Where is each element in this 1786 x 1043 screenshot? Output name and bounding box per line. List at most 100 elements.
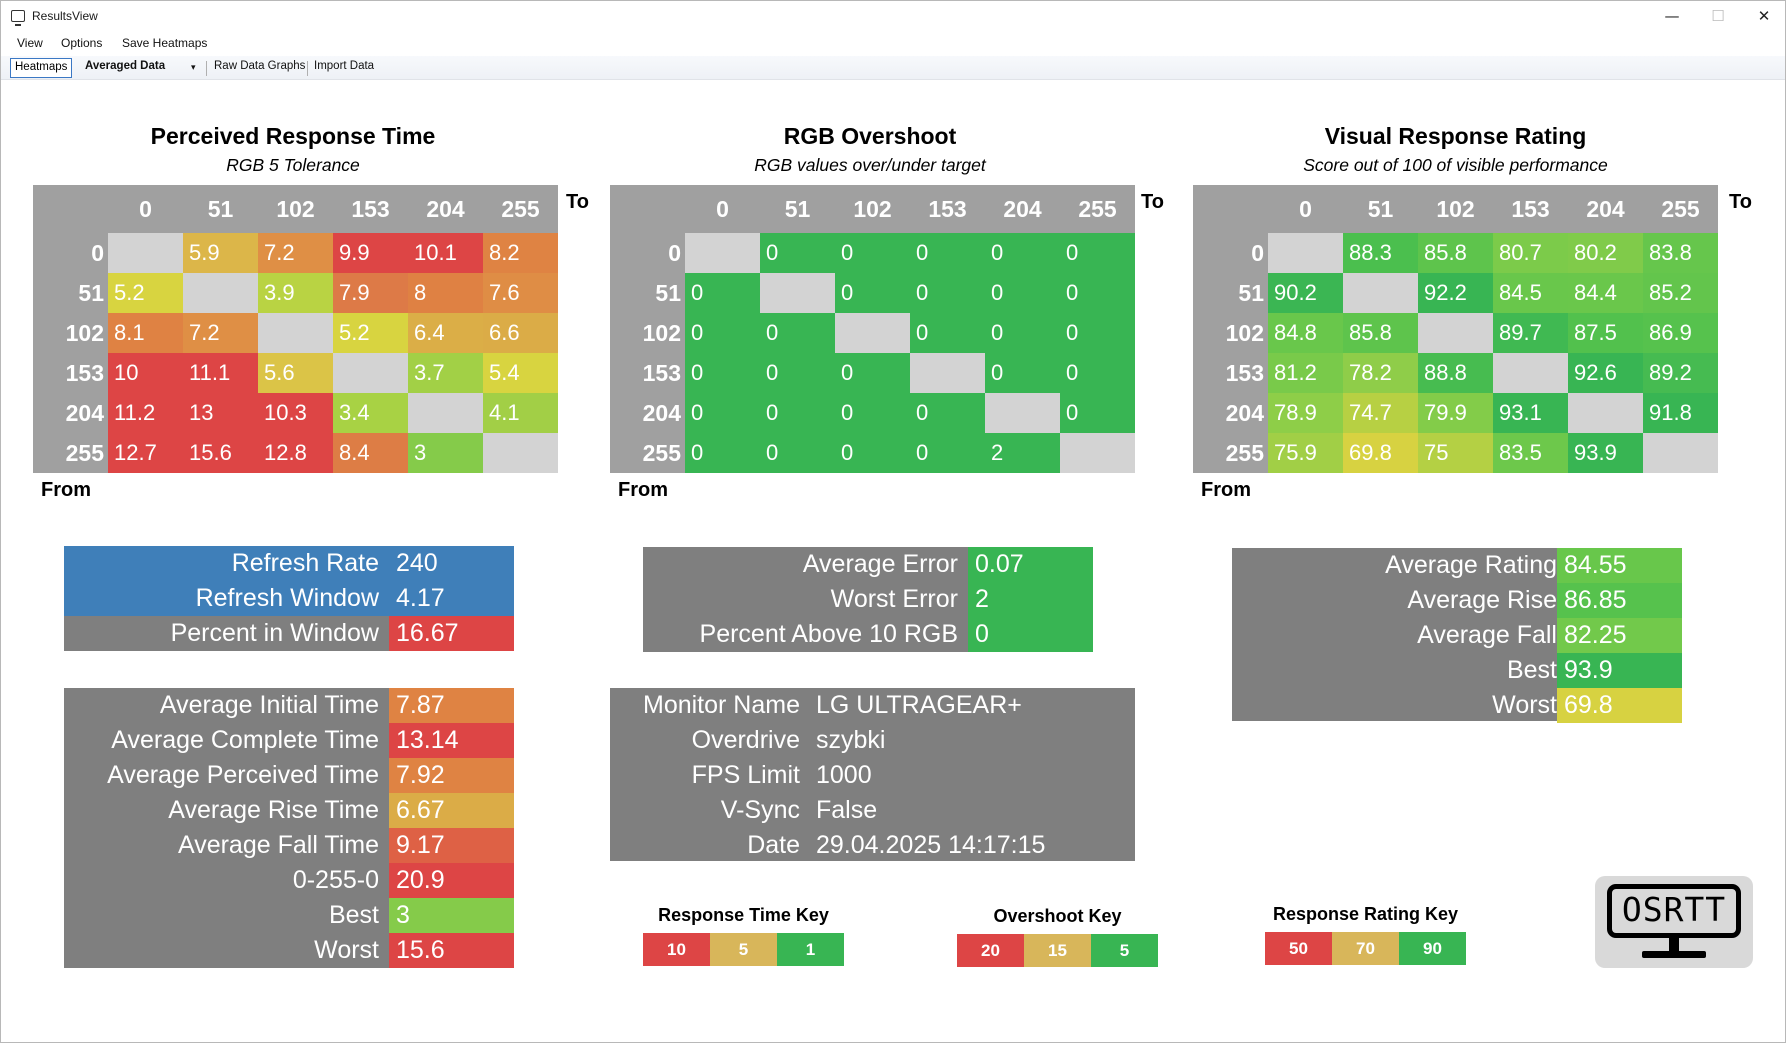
chevron-down-icon[interactable]: ▾ — [191, 62, 196, 72]
heatmap-cell: 0 — [1060, 233, 1135, 273]
time-stat-value: 20.9 — [389, 863, 514, 898]
minimize-button[interactable]: — — [1664, 7, 1680, 25]
maximize-button[interactable]: ☐ — [1711, 7, 1725, 25]
key-title: Response Rating Key — [1272, 904, 1459, 924]
heatmap-empty-cell — [835, 313, 910, 353]
heatmap-cell: 0 — [985, 273, 1060, 313]
close-button[interactable]: ✕ — [1757, 7, 1771, 25]
heatmap-column-header: 204 — [985, 185, 1060, 233]
heatmap-cell: 90.2 — [1268, 273, 1343, 313]
stat-row: Worst 15.6 — [64, 933, 514, 968]
heatmap-row-header: 153 — [610, 353, 685, 393]
heatmaps-tab-button[interactable]: Heatmaps — [10, 58, 73, 78]
logo-text: OSRTT — [1621, 890, 1727, 929]
heatmap-cell: 74.7 — [1343, 393, 1418, 433]
time-stat-value: 9.17 — [389, 828, 514, 863]
percent-above-value: 0 — [968, 617, 1093, 652]
stat-row: Average Error 0.07 — [643, 547, 1093, 582]
heatmap-empty-cell — [685, 233, 760, 273]
heatmap-cell: 75 — [1418, 433, 1493, 473]
heatmap-cell: 79.9 — [1418, 393, 1493, 433]
monitor-info-label: Overdrive — [691, 726, 800, 754]
heatmap-column-header: 102 — [258, 185, 333, 233]
osrtt-logo: OSRTT — [1595, 876, 1753, 968]
heatmap-cell: 0 — [985, 353, 1060, 393]
average-fall-label: Average Fall — [1417, 621, 1557, 649]
toolbar-separator — [307, 61, 308, 76]
average-rise-value: 86.85 — [1557, 583, 1682, 618]
heatmap-column-header: 102 — [835, 185, 910, 233]
visual-response-subtitle: Score out of 100 of visible performance — [1303, 155, 1608, 175]
title-bar: ResultsView — ☐ ✕ — [1, 1, 1785, 33]
heatmap-cell: 0 — [835, 233, 910, 273]
stat-row: Average Rise Time 6.67 — [64, 793, 514, 828]
heatmap-cell: 84.8 — [1268, 313, 1343, 353]
raw-data-graphs-button[interactable]: Raw Data Graphs — [214, 60, 306, 72]
time-stat-value: 13.14 — [389, 723, 514, 758]
heatmap-empty-cell — [1643, 433, 1718, 473]
heatmap-empty-cell — [108, 233, 183, 273]
heatmap-cell: 0 — [835, 433, 910, 473]
stat-row: Average Fall Time 9.17 — [64, 828, 514, 863]
heatmap-row-header: 204 — [610, 393, 685, 433]
heatmap-corner — [1193, 185, 1268, 233]
heatmap-cell: 8.2 — [483, 233, 558, 273]
heatmap-row-header: 255 — [33, 433, 108, 473]
overshoot-stats-panel: Average Error 0.07 Worst Error 2 Percent… — [643, 547, 1093, 652]
heatmap-cell: 0 — [760, 233, 835, 273]
heatmap-column-header: 51 — [183, 185, 258, 233]
heatmap-cell: 0 — [835, 353, 910, 393]
heatmap-cell: 0 — [760, 353, 835, 393]
import-data-button[interactable]: Import Data — [314, 60, 375, 72]
heatmap-cell: 93.9 — [1568, 433, 1643, 473]
monitor-info-row: FPS Limit 1000 — [610, 758, 1135, 793]
monitor-info-panel: Monitor Name LG ULTRAGEAR+ Overdrive szybki… — [610, 688, 1135, 861]
heatmap-row-header: 51 — [1193, 273, 1268, 313]
monitor-info-label: Date — [747, 831, 800, 859]
heatmap-column-header: 153 — [1493, 185, 1568, 233]
key-swatch: 1 — [777, 933, 844, 966]
average-rise-label: Average Rise — [1407, 586, 1557, 614]
key-swatch: 20 — [957, 934, 1024, 967]
menu-save-heatmaps[interactable]: Save Heatmaps — [122, 36, 208, 50]
heatmap-column-header: 102 — [1418, 185, 1493, 233]
stat-row: Percent in Window 16.67 — [64, 616, 514, 651]
refresh-window-label: Refresh Window — [195, 584, 379, 612]
menu-options[interactable]: Options — [61, 36, 103, 50]
heatmap-row-header: 153 — [33, 353, 108, 393]
heatmap-empty-cell — [910, 353, 985, 393]
heatmap-cell: 15.6 — [183, 433, 258, 473]
to-axis-label: To — [1729, 191, 1752, 213]
percent-in-window-value: 16.67 — [389, 616, 514, 651]
heatmap-empty-cell — [183, 273, 258, 313]
heatmap-row-header: 0 — [1193, 233, 1268, 273]
monitor-info-value: LG ULTRAGEAR+ — [816, 691, 1022, 719]
heatmap-column-header: 255 — [1060, 185, 1135, 233]
best-rating-value: 93.9 — [1557, 653, 1682, 688]
heatmap-empty-cell — [1060, 433, 1135, 473]
heatmap-column-header: 0 — [108, 185, 183, 233]
key-title: Overshoot Key — [993, 906, 1122, 926]
heatmap-cell: 5.9 — [183, 233, 258, 273]
heatmap-cell: 13 — [183, 393, 258, 433]
heatmap-empty-cell — [1268, 233, 1343, 273]
heatmap-cell: 3 — [408, 433, 483, 473]
heatmap-empty-cell — [333, 353, 408, 393]
heatmap-cell: 0 — [685, 393, 760, 433]
menu-view[interactable]: View — [17, 36, 43, 50]
from-axis-label: From — [41, 479, 91, 501]
perceived-response-title: Perceived Response Time — [150, 123, 436, 149]
heatmap-empty-cell — [1493, 353, 1568, 393]
heatmap-cell: 85.8 — [1418, 233, 1493, 273]
monitor-info-row: Monitor Name LG ULTRAGEAR+ — [610, 688, 1135, 723]
to-axis-label: To — [566, 191, 589, 213]
stat-row: Refresh Rate 240 — [64, 546, 514, 581]
data-mode-dropdown[interactable]: Averaged Data — [85, 60, 166, 72]
heatmap-cell: 2 — [985, 433, 1060, 473]
heatmap-cell: 12.8 — [258, 433, 333, 473]
heatmap-cell: 92.6 — [1568, 353, 1643, 393]
heatmap-cell: 10.3 — [258, 393, 333, 433]
heatmap-empty-cell — [985, 393, 1060, 433]
heatmap-column-header: 153 — [910, 185, 985, 233]
monitor-info-label: V-Sync — [720, 796, 800, 824]
